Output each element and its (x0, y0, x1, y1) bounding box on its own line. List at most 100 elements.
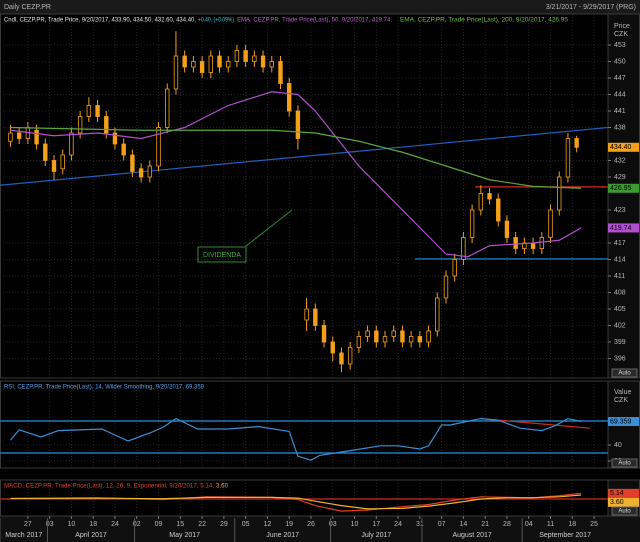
annotation-box (197, 246, 247, 263)
candle-body (295, 110, 301, 139)
x-tick-label: 03 (329, 521, 337, 528)
candle-body (313, 308, 318, 326)
candle-body (234, 50, 240, 62)
candle-body (130, 154, 135, 172)
candle-body (77, 116, 83, 134)
x-tick-label: 24 (111, 521, 119, 528)
value-badge (608, 223, 639, 233)
auto-scale-button-label[interactable]: Auto (618, 509, 631, 515)
trend-line (0, 126, 609, 186)
series-line (10, 91, 582, 258)
value-badge (608, 417, 639, 427)
x-tick-label: 14 (460, 521, 468, 528)
legend-entry: 3.60 (216, 484, 229, 490)
candle-body (374, 330, 379, 343)
value-badge-label: 419.74 (610, 225, 632, 232)
candle-body (95, 105, 100, 117)
candle-body (478, 193, 484, 211)
candle-body (199, 61, 205, 73)
x-tick-label: 09 (155, 521, 163, 528)
legend-entry: Cndl, CEZP.PR, Trade Price, 9/20/2017, 4… (4, 18, 196, 24)
candle-body (557, 176, 562, 211)
annotation-arrow (245, 209, 293, 247)
y-tick-label: 414 (614, 256, 626, 263)
axis-title: Value (614, 389, 631, 396)
candle-body (530, 242, 536, 249)
x-tick-label: 03 (46, 521, 54, 528)
y-tick-label: 441 (614, 108, 626, 115)
x-tick-label: 27 (24, 521, 32, 528)
candle-body (565, 138, 571, 178)
auto-scale-button-label[interactable]: Auto (618, 461, 631, 467)
candle-body (548, 209, 553, 238)
y-tick-label: 411 (614, 273, 625, 280)
month-label: March 2017 (5, 532, 42, 539)
panel (0, 380, 609, 469)
x-tick-label: 07 (438, 521, 446, 528)
value-axis-panel (607, 13, 640, 379)
value-badge-label: 3.60 (610, 499, 624, 506)
x-tick-label: 28 (503, 521, 511, 528)
candle-body (321, 325, 327, 343)
y-tick-label: 447 (614, 75, 626, 82)
y-tick-label: 408 (614, 289, 626, 296)
window-title: Daily CEZP.PR (4, 4, 51, 11)
legend-entry: +0.40, (+0.09%) (198, 18, 234, 24)
y-tick-label: 438 (614, 124, 626, 131)
x-tick-label: 17 (372, 521, 380, 528)
date-range: 3/21/2017 - 9/29/2017 (PRG) (546, 4, 636, 11)
y-tick-label: 405 (614, 306, 626, 313)
month-label: June 2017 (266, 532, 299, 539)
annotation: DIVIDENDA (203, 252, 241, 259)
value-badge-label: 5.14 (610, 490, 624, 497)
y-tick-label: 402 (614, 322, 626, 329)
candle-body (269, 61, 274, 68)
candle-body (226, 61, 231, 68)
candle-body (356, 336, 362, 348)
candle-body (408, 336, 414, 343)
candle-body (217, 55, 222, 68)
candle-body (286, 83, 292, 112)
candle-body (34, 129, 39, 145)
axis-unit: CZK (614, 31, 628, 38)
month-label: September 2017 (539, 532, 591, 539)
value-badge-label: 69.359 (610, 418, 632, 425)
auto-scale-button[interactable] (611, 368, 638, 378)
candle-body (574, 138, 579, 148)
auto-scale-button[interactable] (611, 506, 638, 516)
candle-body (191, 61, 196, 68)
auto-scale-button-label[interactable]: Auto (618, 371, 631, 377)
candle-body (208, 55, 213, 73)
x-tick-label: 04 (525, 521, 533, 528)
candle-body (8, 132, 13, 142)
candle-body (339, 352, 344, 365)
x-tick-label: 24 (394, 521, 402, 528)
value-badge (608, 183, 639, 193)
candle-body (104, 116, 109, 134)
candle-body (452, 259, 457, 277)
candle-body (16, 132, 22, 139)
y-tick-label: 429 (614, 174, 626, 181)
series-line (9, 417, 582, 461)
candle-body (496, 198, 501, 222)
candle-body (391, 330, 396, 337)
x-tick-label: 26 (307, 521, 315, 528)
candle-body (330, 341, 335, 354)
y-tick-label: 417 (614, 240, 626, 247)
month-label: August 2017 (452, 532, 491, 539)
y-tick-label: 396 (614, 355, 626, 362)
auto-scale-button[interactable] (611, 458, 638, 468)
candle-body (435, 297, 440, 332)
x-tick-label: 18 (568, 521, 576, 528)
y-tick-label: 423 (614, 207, 626, 214)
legend-entry: EMA, CEZP.PR, Trade Price(Last), 50, 9/2… (237, 18, 392, 24)
x-tick-label: 22 (198, 521, 206, 528)
candle-body (112, 132, 118, 145)
x-tick-label: 21 (481, 521, 489, 528)
candle-body (260, 55, 266, 68)
x-tick-label: 05 (242, 521, 250, 528)
value-badge (608, 142, 639, 152)
series-line (10, 494, 582, 510)
candle-body (173, 55, 179, 90)
value-badge-label: 426.95 (610, 185, 632, 192)
